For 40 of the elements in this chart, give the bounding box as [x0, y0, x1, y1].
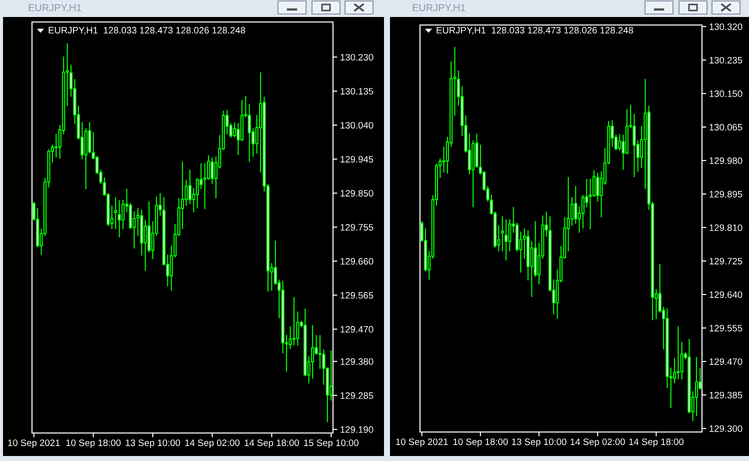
y-tick-label: 129.810 [710, 224, 742, 231]
x-tick-label: 14 Sep 18:00 [629, 438, 684, 447]
y-tick-label: 129.640 [710, 291, 742, 298]
chart-subtitle: EURJPY,H1 128.033 128.473 128.026 128.248 [48, 26, 246, 35]
y-tick-label: 129.945 [340, 156, 374, 163]
y-tick-label: 130.065 [710, 124, 742, 131]
y-tick-label: 129.725 [710, 258, 742, 264]
x-tick-label: 13 Sep 10:00 [512, 438, 566, 447]
chart-title: EURJPY,H1 [28, 4, 82, 12]
y-tick-label: 130.040 [340, 122, 374, 129]
y-tick-label: 129.565 [340, 292, 374, 299]
y-tick-label: 129.660 [340, 258, 374, 265]
y-tick-label: 130.135 [340, 88, 374, 95]
y-tick-label: 129.190 [340, 426, 374, 433]
y-tick-label: 130.235 [710, 56, 742, 64]
y-tick-label: 129.755 [340, 224, 374, 231]
chart-subtitle: EURJPY,H1 128.033 128.473 128.026 128.248 [436, 26, 634, 35]
y-tick-label: 130.230 [340, 54, 374, 61]
chart-title: EURJPY,H1 [412, 4, 466, 12]
y-tick-label: 129.385 [710, 392, 742, 398]
x-tick-label: 14 Sep 02:00 [570, 438, 625, 447]
y-tick-label: 130.320 [710, 23, 742, 30]
y-tick-label: 129.850 [340, 190, 374, 197]
y-tick-label: 129.470 [340, 326, 374, 333]
x-tick-label: 13 Sep 10:00 [126, 439, 180, 448]
y-tick-label: 129.285 [340, 392, 374, 399]
x-tick-label: 10 Sep 18:00 [66, 439, 121, 448]
x-tick-label: 14 Sep 18:00 [244, 439, 300, 448]
y-tick-label: 129.300 [710, 425, 742, 432]
x-tick-label: 10 Sep 2021 [8, 439, 60, 448]
x-tick-label: 10 Sep 18:00 [453, 438, 508, 447]
x-tick-label: 15 Sep 10:00 [304, 439, 358, 448]
y-tick-label: 129.470 [710, 358, 742, 365]
y-tick-label: 129.980 [710, 157, 742, 164]
x-tick-label: 10 Sep 2021 [396, 438, 448, 447]
y-tick-label: 130.150 [710, 90, 742, 98]
y-tick-label: 129.380 [340, 358, 374, 365]
y-tick-label: 129.555 [710, 324, 742, 332]
x-tick-label: 14 Sep 02:00 [185, 439, 240, 448]
y-tick-label: 129.895 [710, 190, 742, 198]
